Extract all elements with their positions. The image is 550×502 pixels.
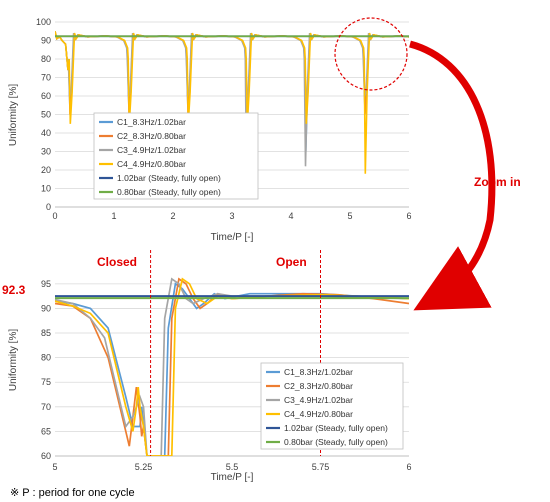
top-y-tick-label: 90 bbox=[41, 36, 51, 46]
open-label: Open bbox=[276, 255, 307, 269]
bottom-y-tick-label: 75 bbox=[41, 377, 51, 387]
bottom-legend-entry: C3_4.9Hz/1.02bar bbox=[284, 395, 353, 405]
bottom-x-axis-label: Time/P [-] bbox=[211, 472, 254, 483]
top-x-tick-label: 5 bbox=[347, 211, 352, 221]
zoom-in-label: Zoom in bbox=[474, 175, 521, 189]
bottom-x-tick-label: 5 bbox=[52, 462, 57, 472]
bottom-x-tick-label: 5.5 bbox=[226, 462, 239, 472]
footnote: ※ P : period for one cycle bbox=[10, 487, 135, 499]
zoom-region-circle bbox=[334, 17, 408, 91]
top-legend-entry: C3_4.9Hz/1.02bar bbox=[117, 145, 186, 155]
bottom-series-lines bbox=[55, 277, 409, 456]
top-y-ticks: 0 10 20 30 40 50 60 70 80 90 100 bbox=[36, 17, 51, 212]
bottom-legend-entry: 0.80bar (Steady, fully open) bbox=[284, 437, 388, 447]
top-y-tick-label: 100 bbox=[36, 17, 51, 27]
top-legend: C1_8.3Hz/1.02bar C2_8.3Hz/0.80bar C3_4.9Hz… bbox=[93, 112, 259, 200]
top-y-tick-label: 0 bbox=[46, 202, 51, 212]
bottom-legend-entry: C1_8.3Hz/1.02bar bbox=[284, 367, 353, 377]
top-legend-entry: C2_8.3Hz/0.80bar bbox=[117, 131, 186, 141]
top-legend-entry: C4_4.9Hz/0.80bar bbox=[117, 159, 186, 169]
bottom-y-tick-label: 80 bbox=[41, 353, 51, 363]
bottom-y-tick-label: 65 bbox=[41, 426, 51, 436]
top-legend-entry: 0.80bar (Steady, fully open) bbox=[117, 187, 221, 197]
bottom-x-ticks: 5 5.25 5.5 5.75 6 bbox=[52, 462, 411, 472]
top-y-tick-label: 60 bbox=[41, 91, 51, 101]
top-legend-box bbox=[93, 112, 259, 200]
bottom-chart: 5 5.25 5.5 5.75 6 60 65 70 75 80 85 90 95 Time/P [-… bbox=[8, 250, 412, 483]
top-y-tick-label: 70 bbox=[41, 73, 51, 83]
top-y-tick-label: 40 bbox=[41, 128, 51, 138]
bottom-legend: C1_8.3Hz/1.02bar C2_8.3Hz/0.80bar C3_4.9Hz… bbox=[260, 362, 404, 450]
bottom-series-line bbox=[55, 282, 409, 456]
top-y-tick-label: 20 bbox=[41, 165, 51, 175]
top-y-tick-label: 80 bbox=[41, 54, 51, 64]
bottom-x-tick-label: 6 bbox=[406, 462, 411, 472]
top-x-axis-label: Time/P [-] bbox=[211, 232, 254, 243]
top-x-tick-label: 4 bbox=[288, 211, 293, 221]
top-y-tick-label: 30 bbox=[41, 147, 51, 157]
top-series-line bbox=[55, 31, 409, 115]
bottom-x-tick-label: 5.75 bbox=[312, 462, 330, 472]
bottom-legend-entry: C4_4.9Hz/0.80bar bbox=[284, 409, 353, 419]
bottom-series-line bbox=[55, 277, 409, 456]
bottom-y-tick-label: 95 bbox=[41, 279, 51, 289]
top-y-axis-label: Uniformity [%] bbox=[8, 84, 19, 146]
marker-value-label: 92.3 bbox=[2, 283, 26, 297]
top-x-ticks: 0 1 2 3 4 5 6 bbox=[52, 211, 411, 221]
bottom-y-axis-label: Uniformity [%] bbox=[8, 329, 19, 391]
top-x-tick-label: 1 bbox=[111, 211, 116, 221]
bottom-legend-box bbox=[260, 362, 404, 450]
top-x-tick-label: 2 bbox=[170, 211, 175, 221]
bottom-y-tick-label: 70 bbox=[41, 402, 51, 412]
bottom-y-tick-label: 60 bbox=[41, 451, 51, 461]
bottom-y-ticks: 60 65 70 75 80 85 90 95 bbox=[41, 279, 51, 461]
bottom-y-tick-label: 85 bbox=[41, 328, 51, 338]
closed-label: Closed bbox=[97, 255, 137, 269]
top-legend-entry: C1_8.3Hz/1.02bar bbox=[117, 117, 186, 127]
zoom-arrow bbox=[409, 40, 496, 311]
bottom-x-tick-label: 5.25 bbox=[135, 462, 153, 472]
top-chart: 0 1 2 3 4 5 6 0 10 20 30 40 50 60 70 80 90 100 Time/P [-… bbox=[8, 17, 412, 243]
bottom-legend-entry: 1.02bar (Steady, fully open) bbox=[284, 423, 388, 433]
top-x-tick-label: 3 bbox=[229, 211, 234, 221]
top-x-tick-label: 0 bbox=[52, 211, 57, 221]
bottom-legend-entry: C2_8.3Hz/0.80bar bbox=[284, 381, 353, 391]
bottom-y-tick-label: 90 bbox=[41, 303, 51, 313]
top-series-lines bbox=[55, 31, 409, 176]
top-x-tick-label: 6 bbox=[406, 211, 411, 221]
top-y-tick-label: 10 bbox=[41, 184, 51, 194]
top-legend-entry: 1.02bar (Steady, fully open) bbox=[117, 173, 221, 183]
top-y-tick-label: 50 bbox=[41, 110, 51, 120]
